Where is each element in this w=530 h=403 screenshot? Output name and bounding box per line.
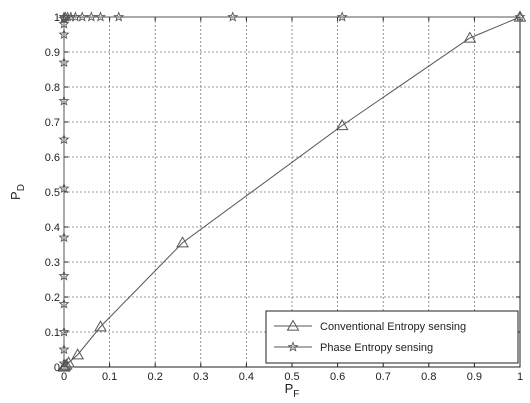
star-marker [58, 28, 70, 40]
star-marker [58, 326, 70, 337]
triangle-marker [286, 319, 300, 331]
series-phase-entropy [58, 11, 526, 369]
star-marker [58, 343, 70, 355]
star-marker [514, 11, 526, 22]
y-tick-label: 1 [54, 12, 60, 24]
legend-box [265, 310, 519, 364]
series-group [57, 10, 527, 372]
star-marker [58, 18, 70, 29]
x-tick-label: 0.9 [467, 371, 482, 383]
star-marker [113, 11, 125, 22]
triangle-marker [71, 348, 85, 360]
x-tick-label: 0.6 [330, 371, 345, 383]
series-line [63, 16, 521, 368]
star-marker [58, 270, 70, 281]
x-tick-label: 0.1 [102, 371, 117, 383]
y-tick-label: 0.3 [45, 257, 60, 269]
star-marker [58, 231, 70, 243]
y-tick-label: 0 [54, 362, 60, 374]
star-marker [287, 341, 299, 352]
x-tick-label: 0 [61, 371, 67, 383]
y-tick-label: 0.8 [45, 82, 60, 94]
x-tick-label: 0.5 [284, 371, 299, 383]
legend-label: Conventional Entropy sensing [320, 321, 466, 333]
triangle-marker [59, 358, 73, 370]
star-marker [58, 56, 70, 68]
legend-entry: Phase Entropy sensing [274, 341, 433, 354]
y-axis-label: PD [8, 184, 27, 200]
star-marker [58, 298, 70, 309]
y-tick-label: 0.7 [45, 117, 60, 129]
triangle-marker [463, 31, 477, 43]
star-marker [58, 182, 70, 194]
x-axis-label: PF [285, 381, 300, 400]
star-marker [227, 11, 239, 22]
y-tick-label: 0.5 [45, 187, 60, 199]
star-marker [336, 11, 348, 22]
y-tick-label: 0.9 [45, 47, 60, 59]
triangle-marker [176, 236, 189, 248]
star-marker [85, 11, 97, 22]
star-marker [76, 11, 88, 22]
star-marker [94, 11, 106, 22]
x-tick-label: 0.3 [193, 371, 208, 383]
x-tick-label: 0.4 [239, 371, 254, 383]
legend-label: Phase Entropy sensing [320, 342, 433, 354]
x-tick-label: 0.2 [148, 371, 163, 383]
star-marker [58, 357, 70, 369]
triangle-marker [335, 118, 349, 131]
triangle-marker [94, 320, 107, 332]
ticks: 0 0.1 0.2 0.3 0.4 0.5 0.6 0.7 0.8 0.9 1 0 0.1 0.2 0.3 0… [45, 12, 523, 383]
star-marker [58, 95, 70, 106]
grid [64, 17, 520, 367]
y-tick-label: 0.6 [45, 152, 60, 164]
legend-entry: Conventional Entropy sensing [274, 319, 466, 333]
series-conventional-entropy [57, 10, 527, 372]
x-tick-label: 0.7 [376, 371, 391, 383]
y-tick-label: 0.2 [45, 292, 60, 304]
star-marker [58, 133, 70, 145]
y-tick-label: 0.1 [45, 327, 60, 339]
x-tick-label: 0.8 [421, 371, 436, 383]
x-tick-label: 1 [517, 371, 523, 383]
legend: Conventional Entropy sensing Phase Entrop… [265, 310, 519, 364]
y-tick-label: 0.4 [45, 222, 60, 234]
